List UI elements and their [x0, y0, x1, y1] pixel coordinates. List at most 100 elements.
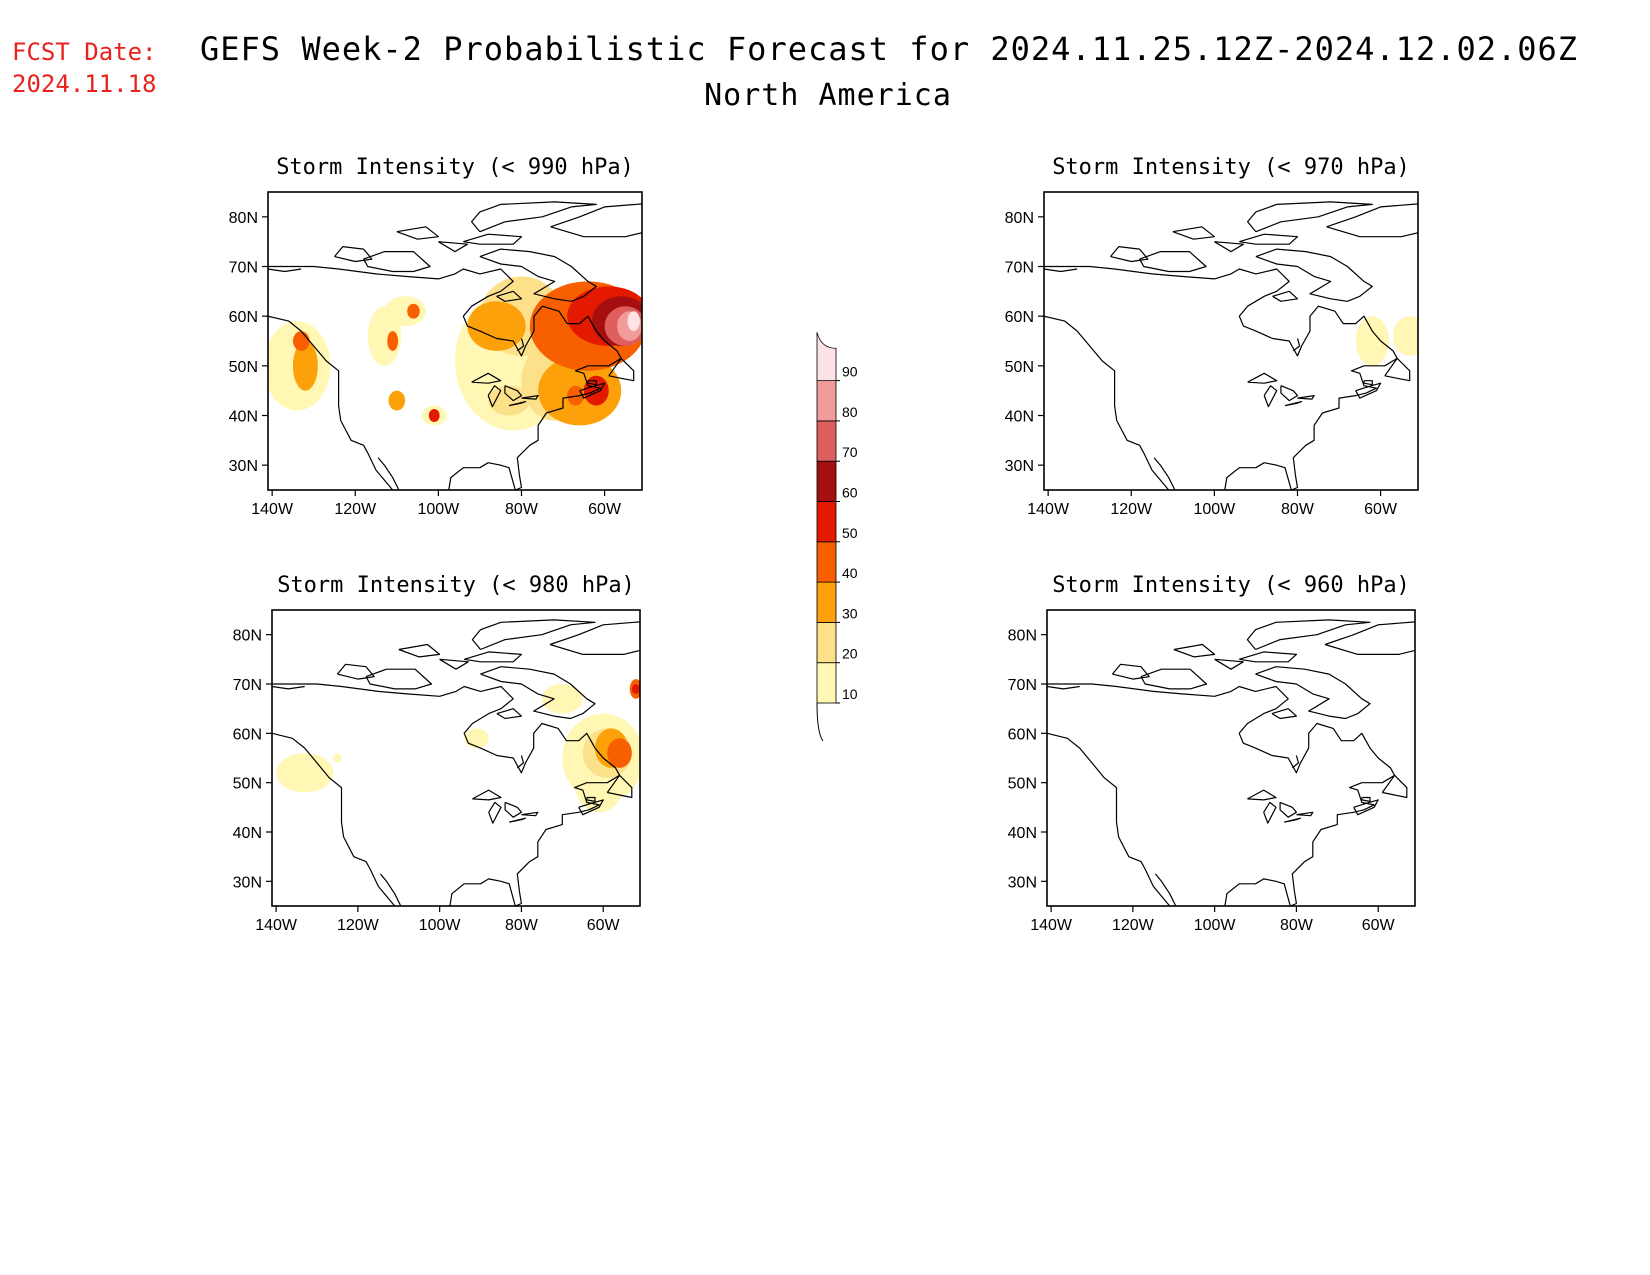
coastline — [1153, 457, 1176, 490]
coastline — [464, 651, 522, 663]
lon-tick-label: 100W — [417, 501, 460, 518]
lon-tick-label: 80W — [1281, 501, 1315, 518]
coastlines — [1044, 201, 1418, 490]
coastline — [1292, 338, 1301, 352]
panel-title: Storm Intensity (< 970 hPa) — [1052, 155, 1410, 180]
colorbar-label: 60 — [842, 485, 858, 501]
coastline — [1239, 233, 1299, 245]
coastline — [579, 382, 606, 399]
coastline — [379, 873, 402, 906]
coastline — [587, 380, 597, 386]
map-panel-p960: Storm Intensity (< 960 hPa) 140W 120W 100W 8… — [1008, 573, 1416, 934]
coastline — [516, 338, 525, 352]
coastline — [521, 395, 539, 400]
coastline — [365, 668, 433, 690]
probability-area-level-1 — [541, 684, 583, 714]
coastline — [1279, 801, 1297, 818]
coastline — [1173, 643, 1216, 658]
coastline — [550, 203, 642, 238]
lat-tick-label: 50N — [1005, 359, 1034, 376]
lat-tick-label: 70N — [229, 260, 258, 277]
probability-area-level-1 — [384, 296, 426, 327]
colorbar-swatch — [816, 622, 837, 664]
coastline — [487, 385, 502, 408]
coastline — [471, 372, 502, 384]
coastline — [1047, 683, 1396, 906]
coastline — [272, 685, 305, 690]
probability-area-level-2 — [488, 385, 530, 416]
lat-tick-label: 70N — [1005, 260, 1034, 277]
coastline — [1044, 268, 1078, 273]
probability-area-level-5 — [631, 684, 640, 694]
coastline — [509, 817, 527, 823]
panel-title: Storm Intensity (< 960 hPa) — [1052, 573, 1410, 598]
coastline — [479, 248, 597, 302]
coastline — [1263, 385, 1278, 408]
coastline — [578, 799, 604, 816]
colorbar: 10 20 30 40 50 60 70 80 90 — [816, 332, 858, 742]
coastline — [1271, 708, 1297, 720]
probability-area-level-5 — [428, 409, 440, 422]
colorbar-label: 30 — [842, 605, 858, 621]
coastline — [471, 201, 597, 233]
map-frame — [267, 191, 643, 491]
coastline — [1272, 290, 1299, 302]
probability-area-level-4 — [607, 738, 632, 768]
colorbar-swatch — [816, 581, 837, 623]
lat-tick-label: 80N — [1005, 210, 1034, 227]
lon-tick-label: 60W — [1362, 917, 1396, 934]
lat-tick-label: 60N — [1005, 309, 1034, 326]
coastline — [549, 621, 640, 655]
lon-tick-label: 120W — [1112, 917, 1155, 934]
coastline — [516, 755, 525, 769]
coastline — [1110, 246, 1149, 263]
colorbar-label: 70 — [842, 444, 858, 460]
lat-tick-label: 30N — [1008, 874, 1037, 891]
probability-area-level-4 — [387, 331, 399, 351]
lon-tick-label: 120W — [334, 501, 377, 518]
coastline — [1297, 395, 1315, 400]
map-frame — [271, 609, 641, 907]
coastline — [472, 789, 502, 801]
coastline — [1355, 382, 1382, 399]
coastline — [504, 801, 522, 818]
panel-title: Storm Intensity (< 990 hPa) — [276, 155, 634, 180]
coastline — [1247, 372, 1278, 384]
lon-tick-label: 80W — [505, 917, 539, 934]
probability-area-level-1 — [333, 753, 342, 763]
coastline — [377, 457, 400, 490]
coastline — [1381, 774, 1408, 799]
coastline — [363, 251, 431, 273]
colorbar-swatch — [816, 541, 837, 583]
lon-tick-label: 120W — [1110, 501, 1153, 518]
probability-area-level-1 — [276, 753, 334, 793]
coastline — [268, 268, 302, 273]
coastline — [504, 385, 523, 402]
lat-tick-label: 30N — [229, 458, 258, 475]
coastline — [1291, 755, 1300, 769]
region-title-wrap: North America — [0, 78, 1640, 113]
probability-area-level-4 — [407, 303, 420, 319]
map-panel-p970: Storm Intensity (< 970 hPa) 140W 120W 100W 8… — [1005, 155, 1419, 518]
coastline — [1214, 241, 1245, 253]
coastline — [1263, 801, 1277, 824]
lon-tick-label: 140W — [1030, 917, 1073, 934]
coastline — [1047, 685, 1080, 690]
coastlines — [1047, 619, 1415, 906]
coastline — [480, 666, 596, 720]
coastline — [496, 290, 523, 302]
coastline — [463, 233, 523, 245]
colorbar-swatch — [816, 380, 837, 422]
colorbar-swatch — [816, 332, 837, 381]
coastline — [1214, 658, 1244, 670]
coastline — [398, 643, 441, 658]
lon-tick-label: 140W — [251, 501, 294, 518]
coastline — [396, 226, 439, 240]
coastline — [1324, 621, 1415, 655]
colorbar-label: 90 — [842, 364, 858, 380]
colorbar-swatch — [816, 460, 837, 502]
coastline — [1111, 663, 1150, 680]
probability-shading — [1355, 316, 1418, 366]
colorbar-label: 80 — [842, 404, 858, 420]
